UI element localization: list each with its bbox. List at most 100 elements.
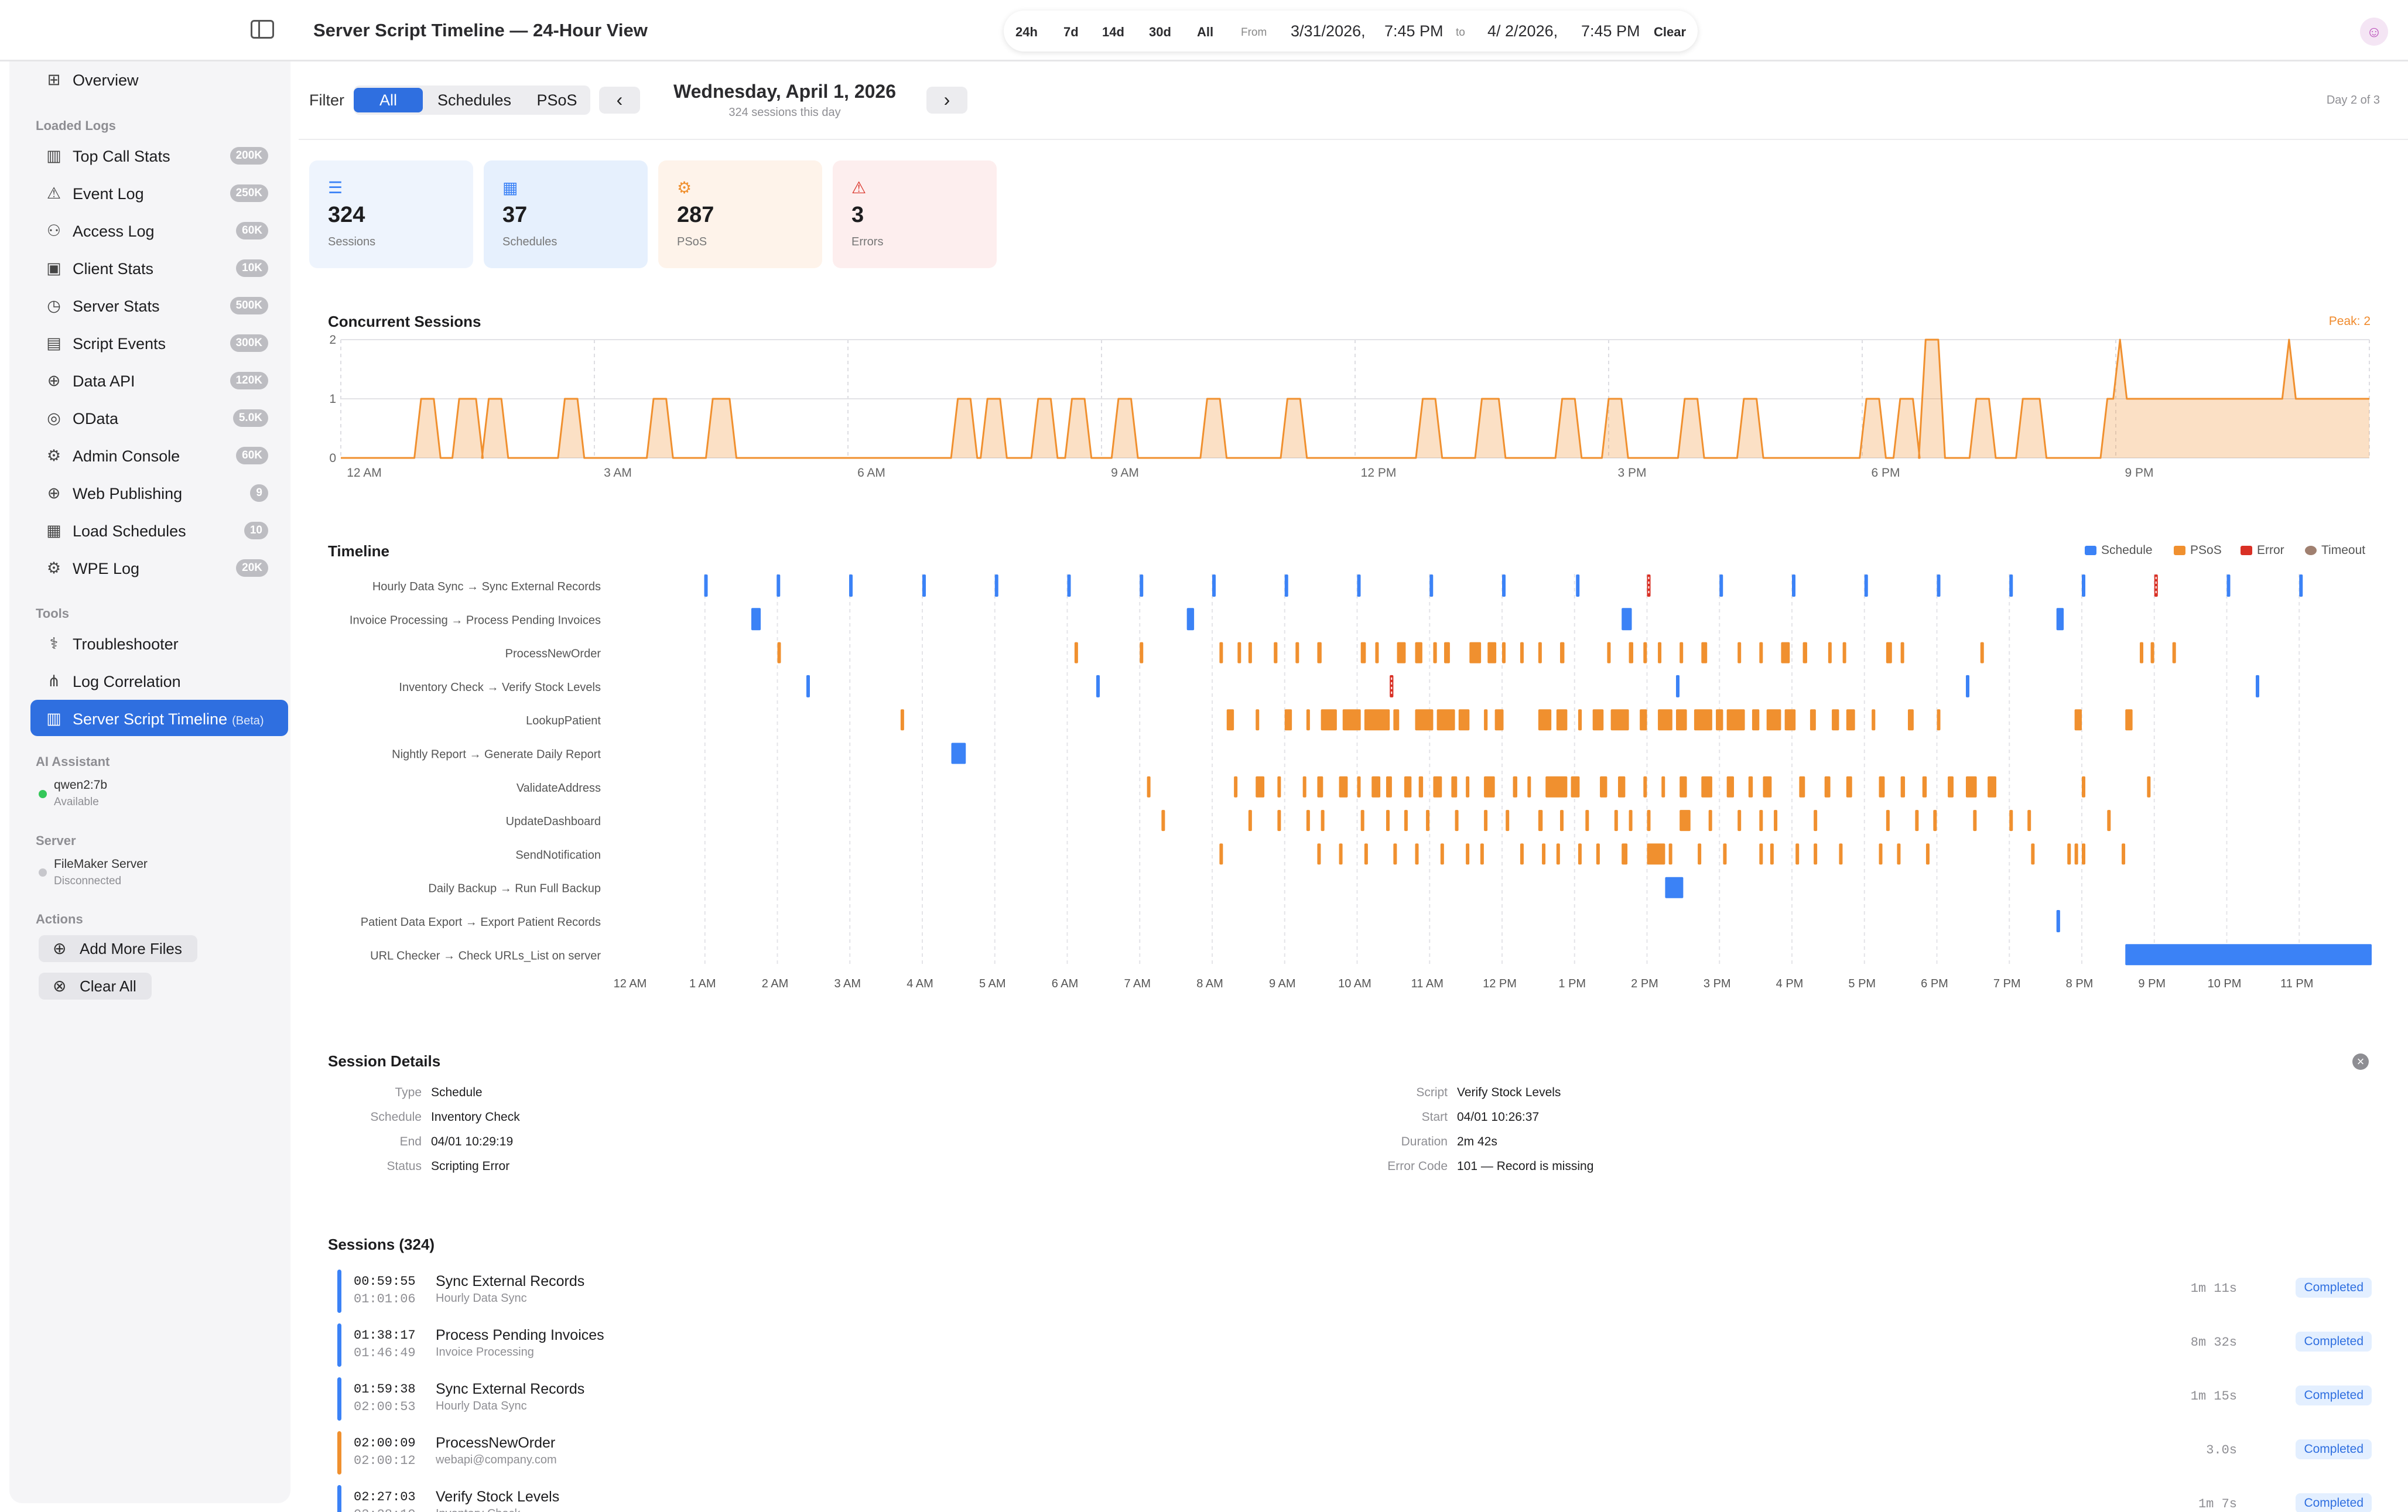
- sidebar-toggle-icon[interactable]: [251, 20, 274, 39]
- to-time-field[interactable]: 7:45 PM: [1581, 22, 1640, 40]
- detail-error-code-value: 101 — Record is missing: [1457, 1159, 1594, 1173]
- schedule-event: [1186, 608, 1195, 631]
- psos-event: [1248, 642, 1252, 663]
- sidebar-item-troubleshooter[interactable]: ⚕ Troubleshooter: [30, 627, 288, 659]
- psos-event: [1458, 709, 1470, 731]
- session-row[interactable]: 02:27:03 02:28:10 Verify Stock Levels In…: [328, 1485, 2378, 1512]
- range-all-button[interactable]: All: [1197, 25, 1214, 39]
- timeline-chart: 12 AM 1 AM 2 AM 3 AM 4 AM 5 AM 6 AM 7 AM 8 AM 9 A…: [350, 574, 2372, 990]
- detail-schedule-label: Schedule: [370, 1110, 422, 1124]
- detail-script-label: Script: [1416, 1086, 1448, 1099]
- psos-event: [1571, 776, 1580, 798]
- psos-event: [2074, 709, 2082, 731]
- psos-event: [1140, 642, 1144, 663]
- filter-psos-button[interactable]: PSoS: [536, 91, 577, 109]
- x-tick-label: 5 AM: [979, 977, 1006, 990]
- session-source: Hourly Data Sync: [436, 1400, 527, 1412]
- range-14d-button[interactable]: 14d: [1102, 25, 1124, 39]
- schedule-event: [1140, 574, 1144, 597]
- filter-all-button[interactable]: All: [354, 88, 423, 112]
- concurrency-area: [341, 340, 2369, 458]
- schedule-icon: ▦: [502, 179, 518, 197]
- x-tick-label: 11 PM: [2280, 977, 2313, 990]
- sidebar-item-client-stats[interactable]: ▣ Client Stats 10K: [30, 252, 288, 283]
- x-tick-label: 6 AM: [1052, 977, 1079, 990]
- error-event: [2154, 574, 2158, 597]
- sidebar-item-admin-console[interactable]: ⚙ Admin Console 60K: [30, 439, 288, 471]
- sidebar-item-data-api[interactable]: ⊕ Data API 120K: [30, 364, 288, 396]
- psos-event: [1846, 776, 1852, 798]
- psos-event: [1339, 776, 1348, 798]
- psos-event: [1799, 776, 1805, 798]
- count-badge: 10: [244, 522, 268, 539]
- psos-event: [1766, 709, 1781, 731]
- sidebar-item-top-call-stats[interactable]: ▥ Top Call Stats 200K: [30, 139, 288, 171]
- close-details-button[interactable]: ×: [2352, 1053, 2369, 1070]
- next-day-button[interactable]: ›: [926, 87, 967, 114]
- psos-event: [1897, 843, 1901, 865]
- psos-event: [1828, 642, 1832, 663]
- schedule-event: [704, 574, 708, 597]
- session-row[interactable]: 00:59:55 01:01:06 Sync External Records …: [328, 1270, 2378, 1319]
- sidebar-item-event-log[interactable]: ⚠ Event Log 250K: [30, 177, 288, 208]
- from-date-field[interactable]: 3/31/2026,: [1291, 22, 1366, 40]
- add-more-files-button[interactable]: ⊕ Add More Files: [39, 935, 197, 962]
- psos-event: [1426, 810, 1430, 832]
- session-row[interactable]: 01:38:17 01:46:49 Process Pending Invoic…: [328, 1323, 2378, 1373]
- session-type-bar: [337, 1323, 341, 1367]
- psos-event: [1147, 776, 1151, 798]
- psos-event: [1219, 843, 1223, 865]
- psos-event: [1357, 776, 1361, 798]
- count-badge: 10K: [236, 259, 268, 277]
- sidebar-item-script-events[interactable]: ▤ Script Events 300K: [30, 327, 288, 358]
- psos-event: [1680, 776, 1687, 798]
- sidebar-item-load-schedules[interactable]: ▦ Load Schedules 10: [30, 514, 288, 546]
- timeline-row-label: Nightly Report → Generate Daily Report: [392, 748, 601, 761]
- sidebar-item-overview[interactable]: ⊞ Overview: [30, 63, 288, 95]
- sidebar-item-wpe-log[interactable]: ⚙ WPE Log 20K: [30, 552, 288, 583]
- previous-day-button[interactable]: ‹: [599, 87, 640, 114]
- psos-event: [1433, 642, 1437, 663]
- session-duration: 8m 32s: [2190, 1335, 2237, 1350]
- sidebar-item-log-correlation[interactable]: ⋔ Log Correlation: [30, 665, 288, 696]
- schedule-event: [751, 608, 761, 631]
- session-row[interactable]: 02:00:09 02:00:12 ProcessNewOrder webapi…: [328, 1431, 2378, 1480]
- schedule-event: [2056, 608, 2064, 631]
- session-row[interactable]: 01:59:38 02:00:53 Sync External Records …: [328, 1377, 2378, 1427]
- x-tick-label: 7 AM: [1124, 977, 1151, 990]
- timeline-row-label: SendNotification: [515, 849, 601, 861]
- clear-range-button[interactable]: Clear: [1654, 25, 1687, 39]
- legend-psos: PSoS: [2174, 543, 2222, 557]
- range-7d-button[interactable]: 7d: [1063, 25, 1079, 39]
- sidebar-item-odata[interactable]: ◎ OData 5.0K: [30, 402, 288, 433]
- psos-event: [1404, 810, 1408, 832]
- sidebar-item-web-publishing[interactable]: ⊕ Web Publishing 9: [30, 477, 288, 508]
- to-date-field[interactable]: 4/ 2/2026,: [1487, 22, 1558, 40]
- filter-schedules-button[interactable]: Schedules: [437, 91, 512, 109]
- schedule-event: [1792, 574, 1795, 597]
- schedule-event: [2125, 944, 2372, 966]
- ai-assistant-avatar-icon[interactable]: ☺: [2360, 18, 2388, 46]
- schedule-event: [1576, 574, 1580, 597]
- range-30d-button[interactable]: 30d: [1149, 25, 1171, 39]
- filter-label: Filter: [309, 91, 344, 109]
- clear-all-button[interactable]: ⊗ Clear All: [39, 973, 152, 1000]
- sidebar-item-access-log[interactable]: ⚇ Access Log 60K: [30, 214, 288, 246]
- detail-script-value: Verify Stock Levels: [1457, 1086, 1561, 1099]
- x-tick-label: 6 AM: [857, 466, 885, 480]
- sidebar-item-server-script-timeline[interactable]: ▥ Server Script Timeline (Beta): [30, 700, 288, 736]
- timeline-row-label: URL Checker → Check URLs_List on server: [370, 949, 601, 962]
- psos-event: [1726, 776, 1734, 798]
- psos-event: [1723, 843, 1727, 865]
- x-tick-label: 9 AM: [1111, 466, 1139, 480]
- count-badge: 9: [250, 484, 268, 502]
- sidebar-item-server-stats[interactable]: ◷ Server Stats 500K: [30, 289, 288, 321]
- from-time-field[interactable]: 7:45 PM: [1384, 22, 1444, 40]
- psos-event: [1585, 810, 1589, 832]
- psos-event: [1538, 642, 1542, 663]
- count-badge: 5.0K: [232, 409, 268, 427]
- calendar-icon: ▦: [46, 522, 61, 539]
- range-24h-button[interactable]: 24h: [1015, 25, 1038, 39]
- psos-event: [1900, 776, 1906, 798]
- psos-event: [1973, 810, 1977, 832]
